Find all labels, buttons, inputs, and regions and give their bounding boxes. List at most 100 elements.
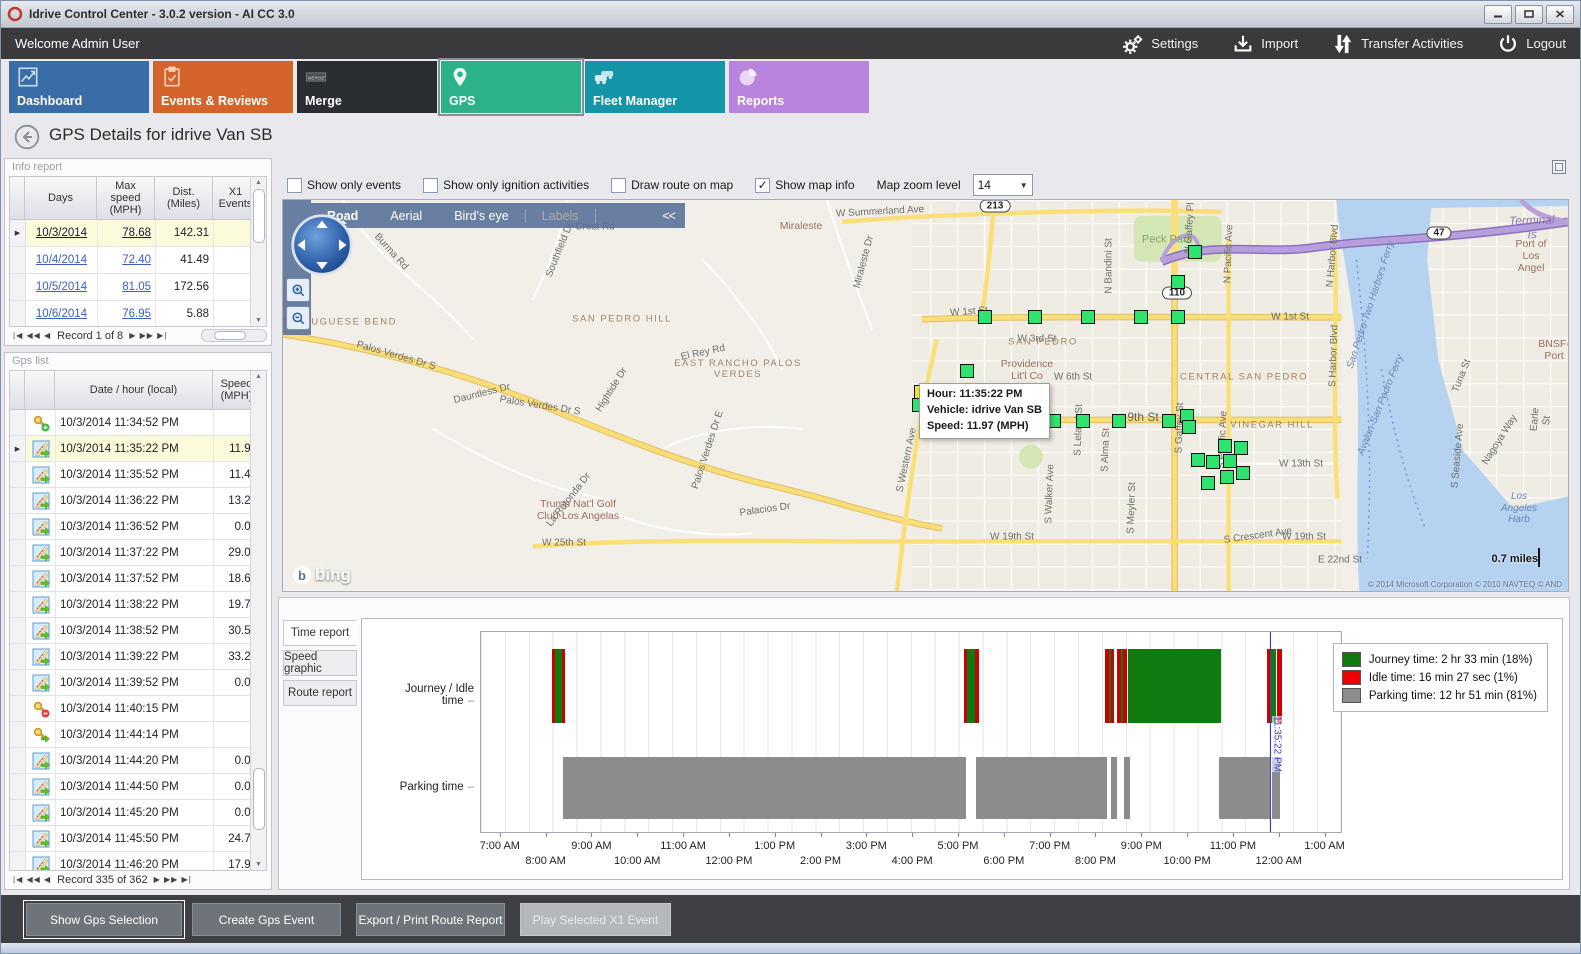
tile-gps[interactable]: GPS bbox=[441, 61, 581, 113]
gps-row[interactable]: 10/3/2014 11:38:22 PM 19.70 bbox=[10, 592, 266, 618]
max-speed-cell[interactable]: 72.40 bbox=[98, 247, 156, 273]
map-zoom-out-button[interactable] bbox=[286, 306, 310, 330]
gps-row[interactable]: 10/3/2014 11:44:20 PM 0.00 bbox=[10, 748, 266, 774]
gps-point-marker[interactable] bbox=[1134, 310, 1148, 324]
days-cell[interactable]: 10/5/2014 bbox=[26, 274, 98, 300]
gps-row[interactable]: 10/3/2014 11:37:52 PM 18.63 bbox=[10, 566, 266, 592]
gps-row[interactable]: 10/3/2014 11:34:52 PM bbox=[10, 410, 266, 436]
days-cell[interactable]: 10/4/2014 bbox=[26, 247, 98, 273]
tile-events-reviews[interactable]: Events & Reviews bbox=[153, 61, 293, 113]
tab-route-report[interactable]: Route report bbox=[283, 680, 357, 706]
map-pan-control[interactable] bbox=[289, 212, 355, 278]
back-button[interactable] bbox=[14, 124, 40, 150]
checkbox-show-map-info[interactable]: ✓ Show map info bbox=[755, 177, 855, 193]
checkbox-box[interactable] bbox=[611, 177, 627, 193]
gps-row[interactable]: 10/3/2014 11:36:22 PM 13.28 bbox=[10, 488, 266, 514]
logout-button[interactable]: Logout bbox=[1497, 33, 1566, 55]
max-speed-cell[interactable]: 81.05 bbox=[98, 274, 156, 300]
gps-row[interactable]: 10/3/2014 11:37:22 PM 29.05 bbox=[10, 540, 266, 566]
gps-point-marker[interactable] bbox=[1234, 441, 1248, 455]
gps-list-scrollbar[interactable]: ▲ ▼ bbox=[250, 371, 266, 870]
tab-time-report[interactable]: Time report bbox=[283, 620, 357, 646]
table-row[interactable]: 10/5/2014 81.05 172.56 bbox=[10, 274, 266, 301]
max-speed-cell[interactable]: 78.68 bbox=[98, 220, 156, 246]
days-link[interactable]: 10/3/2014 bbox=[35, 227, 88, 239]
max-speed-link[interactable]: 81.05 bbox=[122, 281, 151, 293]
map-style-bird-s-eye[interactable]: Bird's eye bbox=[454, 208, 509, 223]
gps-point-marker[interactable] bbox=[1191, 453, 1205, 467]
info-report-hscroll[interactable] bbox=[201, 329, 267, 342]
gps-point-marker[interactable] bbox=[1076, 414, 1090, 428]
tile-dashboard[interactable]: Dashboard bbox=[9, 61, 149, 113]
gps-point-marker[interactable] bbox=[1223, 454, 1237, 468]
pager-prev-icons[interactable]: |◀ ◀◀ ◀ bbox=[13, 331, 52, 340]
map-toolbar-collapse-button[interactable]: << bbox=[662, 208, 676, 223]
show-gps-selection-button[interactable]: Show Gps Selection bbox=[23, 900, 185, 939]
days-cell[interactable]: 10/6/2014 bbox=[26, 301, 98, 326]
column-header[interactable]: Date / hour (local) bbox=[55, 371, 213, 409]
column-header[interactable]: Dist. (Miles) bbox=[155, 177, 213, 219]
gps-row[interactable]: 10/3/2014 11:39:22 PM 33.21 bbox=[10, 644, 266, 670]
maximize-button[interactable] bbox=[1515, 4, 1543, 24]
gps-point-marker[interactable] bbox=[1182, 420, 1196, 434]
gps-point-marker[interactable] bbox=[1171, 310, 1185, 324]
gps-row[interactable]: 10/3/2014 11:45:20 PM 0.00 bbox=[10, 800, 266, 826]
checkbox-box[interactable] bbox=[287, 177, 302, 193]
minimize-button[interactable] bbox=[1484, 4, 1512, 24]
gps-row[interactable]: 10/3/2014 11:38:52 PM 30.55 bbox=[10, 618, 266, 644]
table-row[interactable]: ▶ 10/3/2014 78.68 142.31 bbox=[10, 220, 266, 247]
gps-point-marker[interactable] bbox=[1220, 470, 1234, 484]
table-row[interactable]: 10/4/2014 72.40 41.49 bbox=[10, 247, 266, 274]
gps-point-marker[interactable] bbox=[1112, 414, 1126, 428]
column-header[interactable]: Max speed (MPH) bbox=[97, 177, 155, 219]
gps-point-marker[interactable] bbox=[1201, 476, 1215, 490]
gps-row[interactable]: 10/3/2014 11:36:52 PM 0.00 bbox=[10, 514, 266, 540]
checkbox-draw-route-on-map[interactable]: Draw route on map bbox=[611, 177, 733, 193]
tab-speed-graphic[interactable]: Speed graphic bbox=[283, 650, 357, 676]
gps-point-marker[interactable] bbox=[1188, 245, 1202, 259]
tile-fleet-manager[interactable]: Fleet Manager bbox=[585, 61, 725, 113]
gps-row[interactable]: ▶ 10/3/2014 11:35:22 PM 11.97 bbox=[10, 436, 266, 462]
gps-point-marker[interactable] bbox=[1236, 466, 1250, 480]
days-link[interactable]: 10/6/2014 bbox=[35, 308, 88, 320]
pager-prev-icons[interactable]: |◀ ◀◀ ◀ bbox=[13, 875, 52, 884]
export-print-route-report-button[interactable]: Export / Print Route Report bbox=[356, 903, 505, 936]
gps-row[interactable]: 10/3/2014 11:46:20 PM 17.93 bbox=[10, 852, 266, 870]
pager-next-icons[interactable]: ▶ ▶▶ ▶| bbox=[129, 331, 168, 340]
max-speed-cell[interactable]: 76.95 bbox=[98, 301, 156, 326]
gps-row[interactable]: 10/3/2014 11:35:52 PM 11.47 bbox=[10, 462, 266, 488]
close-button[interactable] bbox=[1546, 4, 1574, 24]
create-gps-event-button[interactable]: Create Gps Event bbox=[192, 903, 341, 936]
expand-map-panel-button[interactable] bbox=[1552, 160, 1566, 174]
gps-point-marker[interactable] bbox=[1171, 275, 1185, 289]
map-style-aerial[interactable]: Aerial bbox=[390, 208, 423, 223]
map-zoom-in-button[interactable] bbox=[286, 278, 310, 302]
tile-merge[interactable]: MERGE Merge bbox=[297, 61, 437, 113]
map-zoom-level-select[interactable]: 14 ▼ bbox=[972, 174, 1033, 196]
gps-point-marker[interactable] bbox=[1218, 439, 1232, 453]
gps-point-marker[interactable] bbox=[1081, 310, 1095, 324]
import-button[interactable]: Import bbox=[1232, 33, 1298, 55]
checkbox-box[interactable] bbox=[423, 177, 439, 193]
gps-row[interactable]: 10/3/2014 11:40:15 PM bbox=[10, 696, 266, 722]
gps-point-marker[interactable] bbox=[1206, 455, 1220, 469]
gps-row[interactable]: 10/3/2014 11:45:50 PM 24.75 bbox=[10, 826, 266, 852]
table-row[interactable]: 10/6/2014 76.95 5.88 bbox=[10, 301, 266, 326]
gps-point-marker[interactable] bbox=[978, 310, 992, 324]
gps-point-marker[interactable] bbox=[1162, 414, 1176, 428]
max-speed-link[interactable]: 76.95 bbox=[122, 308, 151, 320]
gps-point-marker[interactable] bbox=[960, 364, 974, 378]
tile-reports[interactable]: Reports bbox=[729, 61, 869, 113]
days-link[interactable]: 10/5/2014 bbox=[35, 281, 88, 293]
checkbox-box[interactable]: ✓ bbox=[755, 177, 771, 193]
gps-point-marker[interactable] bbox=[1028, 310, 1042, 324]
info-report-scrollbar[interactable]: ▲ ▼ bbox=[250, 177, 266, 326]
max-speed-link[interactable]: 78.68 bbox=[122, 227, 151, 239]
pager-next-icons[interactable]: ▶ ▶▶ ▶| bbox=[153, 875, 192, 884]
days-cell[interactable]: 10/3/2014 bbox=[26, 220, 98, 246]
gps-row[interactable]: 10/3/2014 11:39:52 PM 0.00 bbox=[10, 670, 266, 696]
gps-row[interactable]: 10/3/2014 11:44:14 PM bbox=[10, 722, 266, 748]
column-header[interactable]: Days bbox=[25, 177, 97, 219]
checkbox-show-only-ignition-activities[interactable]: Show only ignition activities bbox=[423, 177, 589, 193]
